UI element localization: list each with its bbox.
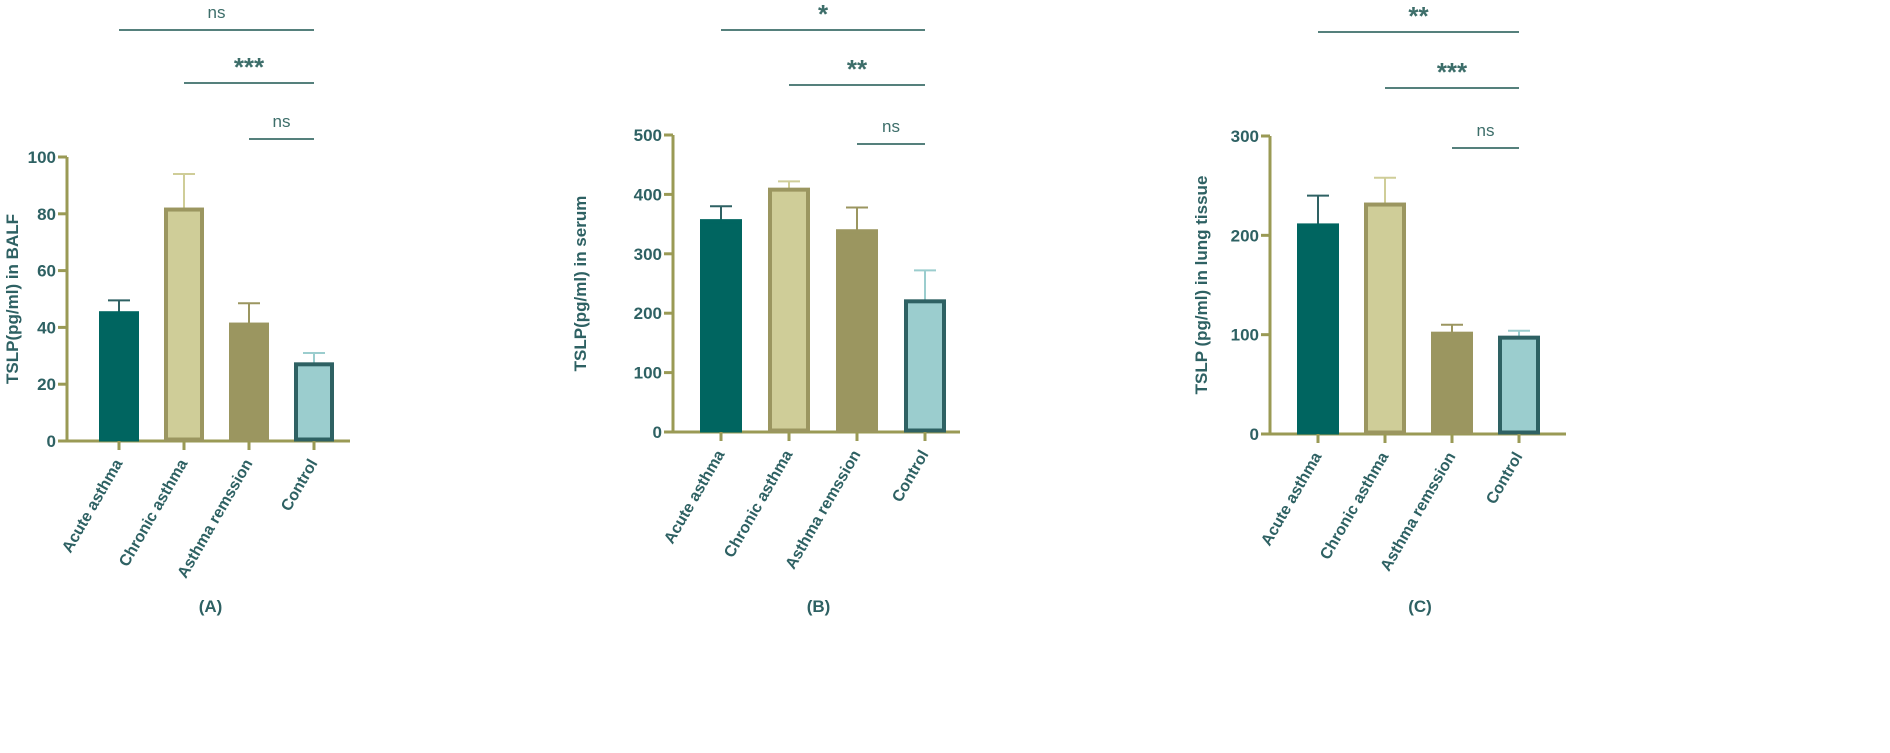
y-tick-label: 100 [634, 364, 662, 383]
bar [229, 322, 269, 442]
y-axis-label: TSLP(pg/ml) in serum [571, 196, 590, 372]
bar [904, 299, 946, 433]
bar [99, 311, 139, 442]
y-tick-label: 0 [1250, 425, 1259, 444]
category-label: Acute asthma [59, 456, 126, 555]
significance-label: ** [1408, 1, 1429, 31]
category-label: Chronic asthma [721, 447, 796, 560]
panel-b: 0 100 200 300 400 500 TSLP(pg/ml) in serum Acut… [571, 0, 960, 616]
significance-label: *** [1437, 57, 1468, 87]
y-tick-label: 400 [634, 185, 662, 204]
y-axis-label: TSLP(pg/ml) in BALF [3, 214, 22, 384]
significance-label: *** [234, 52, 265, 82]
category-label: Control [278, 457, 321, 515]
bar [1431, 331, 1473, 435]
panel-label: (A) [199, 597, 223, 616]
bar [768, 187, 810, 433]
y-axis-label: TSLP (pg/ml) in lung tissue [1192, 176, 1211, 395]
significance-label: * [818, 0, 829, 29]
category-label: Asthma remssion [1378, 450, 1460, 575]
y-tick-label: 200 [634, 304, 662, 323]
category-label: Acute asthma [661, 447, 728, 546]
bar [1498, 335, 1540, 435]
significance-label: ** [847, 54, 868, 84]
category-label: Chronic asthma [1317, 449, 1392, 562]
y-tick-label: 40 [37, 318, 56, 337]
category-label: Asthma remssion [783, 448, 865, 573]
panel-label: (C) [1408, 597, 1432, 616]
y-tick-label: 100 [28, 148, 56, 167]
y-tick-label: 200 [1231, 226, 1259, 245]
panel-label: (B) [807, 597, 831, 616]
y-tick-label: 0 [47, 432, 56, 451]
significance-label: ns [208, 3, 226, 22]
bar [1364, 202, 1406, 435]
y-tick-label: 100 [1231, 326, 1259, 345]
panel-c: 0 100 200 300 TSLP (pg/ml) in lung tissue Acu… [1192, 1, 1566, 616]
bar [836, 229, 878, 433]
category-label: Control [1483, 450, 1526, 508]
y-tick-label: 20 [37, 375, 56, 394]
bar [1297, 223, 1339, 435]
category-label: Control [889, 448, 932, 506]
significance-label: ns [1477, 121, 1495, 140]
category-label: Chronic asthma [116, 456, 191, 569]
y-tick-label: 300 [634, 245, 662, 264]
significance-label: ns [273, 112, 291, 131]
y-tick-label: 60 [37, 262, 56, 281]
panel-a: 0 20 40 60 80 100 TSLP(pg/ml) in BALF Acute ast… [3, 3, 350, 616]
y-tick-label: 500 [634, 126, 662, 145]
y-tick-label: 80 [37, 205, 56, 224]
bar [294, 362, 334, 442]
y-tick-label: 300 [1231, 127, 1259, 146]
y-tick-label: 0 [653, 423, 662, 442]
bar [700, 219, 742, 433]
bar [164, 207, 204, 442]
category-label: Asthma remssion [175, 457, 257, 582]
significance-label: ns [882, 117, 900, 136]
category-label: Acute asthma [1258, 449, 1325, 548]
